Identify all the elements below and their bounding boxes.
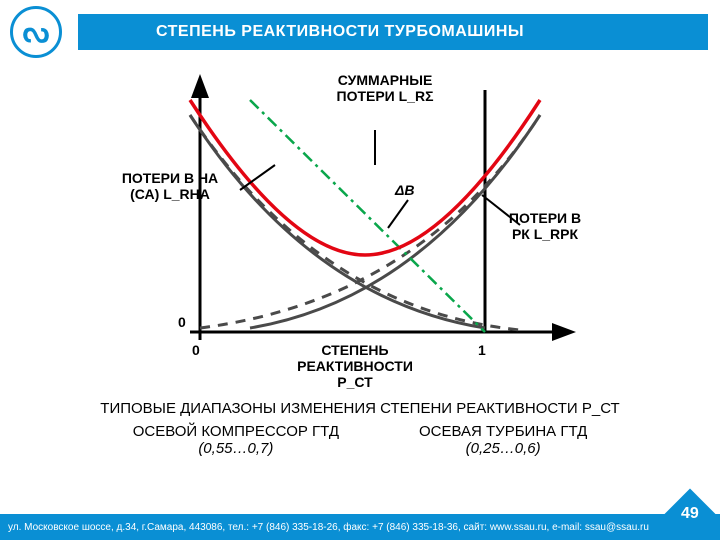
rk-dashed-curve — [190, 115, 520, 330]
label-xaxis-text: СТЕПЕНЬ РЕАКТИВНОСТИ Р_СТ — [297, 342, 413, 390]
footer-bar: ул. Московское шоссе, д.34, г.Самара, 44… — [0, 514, 720, 540]
page-number: 49 — [681, 505, 699, 523]
label-rk-text: ПОТЕРИ В РК L_RРК — [509, 210, 581, 242]
label-zero-x: 0 — [192, 342, 200, 358]
sum-curve — [190, 100, 540, 255]
label-na-losses: ПОТЕРИ В НА (СА) L_RНА — [120, 170, 220, 202]
logo-glyph: ᔓ — [23, 15, 50, 50]
label-na-text: ПОТЕРИ В НА (СА) L_RНА — [122, 170, 218, 202]
label-x-axis: СТЕПЕНЬ РЕАКТИВНОСТИ Р_СТ — [280, 342, 430, 390]
compressor-label: ОСЕВОЙ КОМПРЕССОР ГТД — [133, 423, 339, 440]
footer-text: ул. Московское шоссе, д.34, г.Самара, 44… — [8, 522, 649, 533]
turbine-label: ОСЕВАЯ ТУРБИНА ГТД — [419, 423, 587, 440]
chart: СУММАРНЫЕ ПОТЕРИ L_RΣ ПОТЕРИ В НА (СА) L… — [120, 60, 600, 380]
compressor-col: ОСЕВОЙ КОМПРЕССОР ГТД (0,55…0,7) — [133, 423, 339, 457]
label-rk-losses: ПОТЕРИ В РК L_RРК — [500, 210, 590, 242]
label-deltab-text: ΔВ — [395, 182, 415, 198]
logo: ᔓ — [10, 6, 62, 58]
label-delta-b: ΔВ — [395, 182, 415, 198]
label-sum-losses: СУММАРНЫЕ ПОТЕРИ L_RΣ — [320, 72, 450, 104]
label-zero-y: 0 — [178, 314, 186, 330]
turbine-range: (0,25…0,6) — [419, 440, 587, 457]
ranges-row: ОСЕВОЙ КОМПРЕССОР ГТД (0,55…0,7) ОСЕВАЯ … — [0, 423, 720, 457]
turbine-col: ОСЕВАЯ ТУРБИНА ГТД (0,25…0,6) — [419, 423, 587, 457]
pointer-deltab — [388, 200, 408, 228]
typical-heading: ТИПОВЫЕ ДИАПАЗОНЫ ИЗМЕНЕНИЯ СТЕПЕНИ РЕАК… — [0, 400, 720, 417]
typical-ranges: ТИПОВЫЕ ДИАПАЗОНЫ ИЗМЕНЕНИЯ СТЕПЕНИ РЕАК… — [0, 400, 720, 457]
na-dashed-curve — [200, 115, 540, 328]
compressor-range: (0,55…0,7) — [133, 440, 339, 457]
label-one-x: 1 — [478, 342, 486, 358]
label-sum-text: СУММАРНЫЕ ПОТЕРИ L_RΣ — [337, 72, 434, 104]
header-bar: СТЕПЕНЬ РЕАКТИВНОСТИ ТУРБОМАШИНЫ — [78, 14, 708, 50]
page-title: СТЕПЕНЬ РЕАКТИВНОСТИ ТУРБОМАШИНЫ — [156, 23, 524, 41]
